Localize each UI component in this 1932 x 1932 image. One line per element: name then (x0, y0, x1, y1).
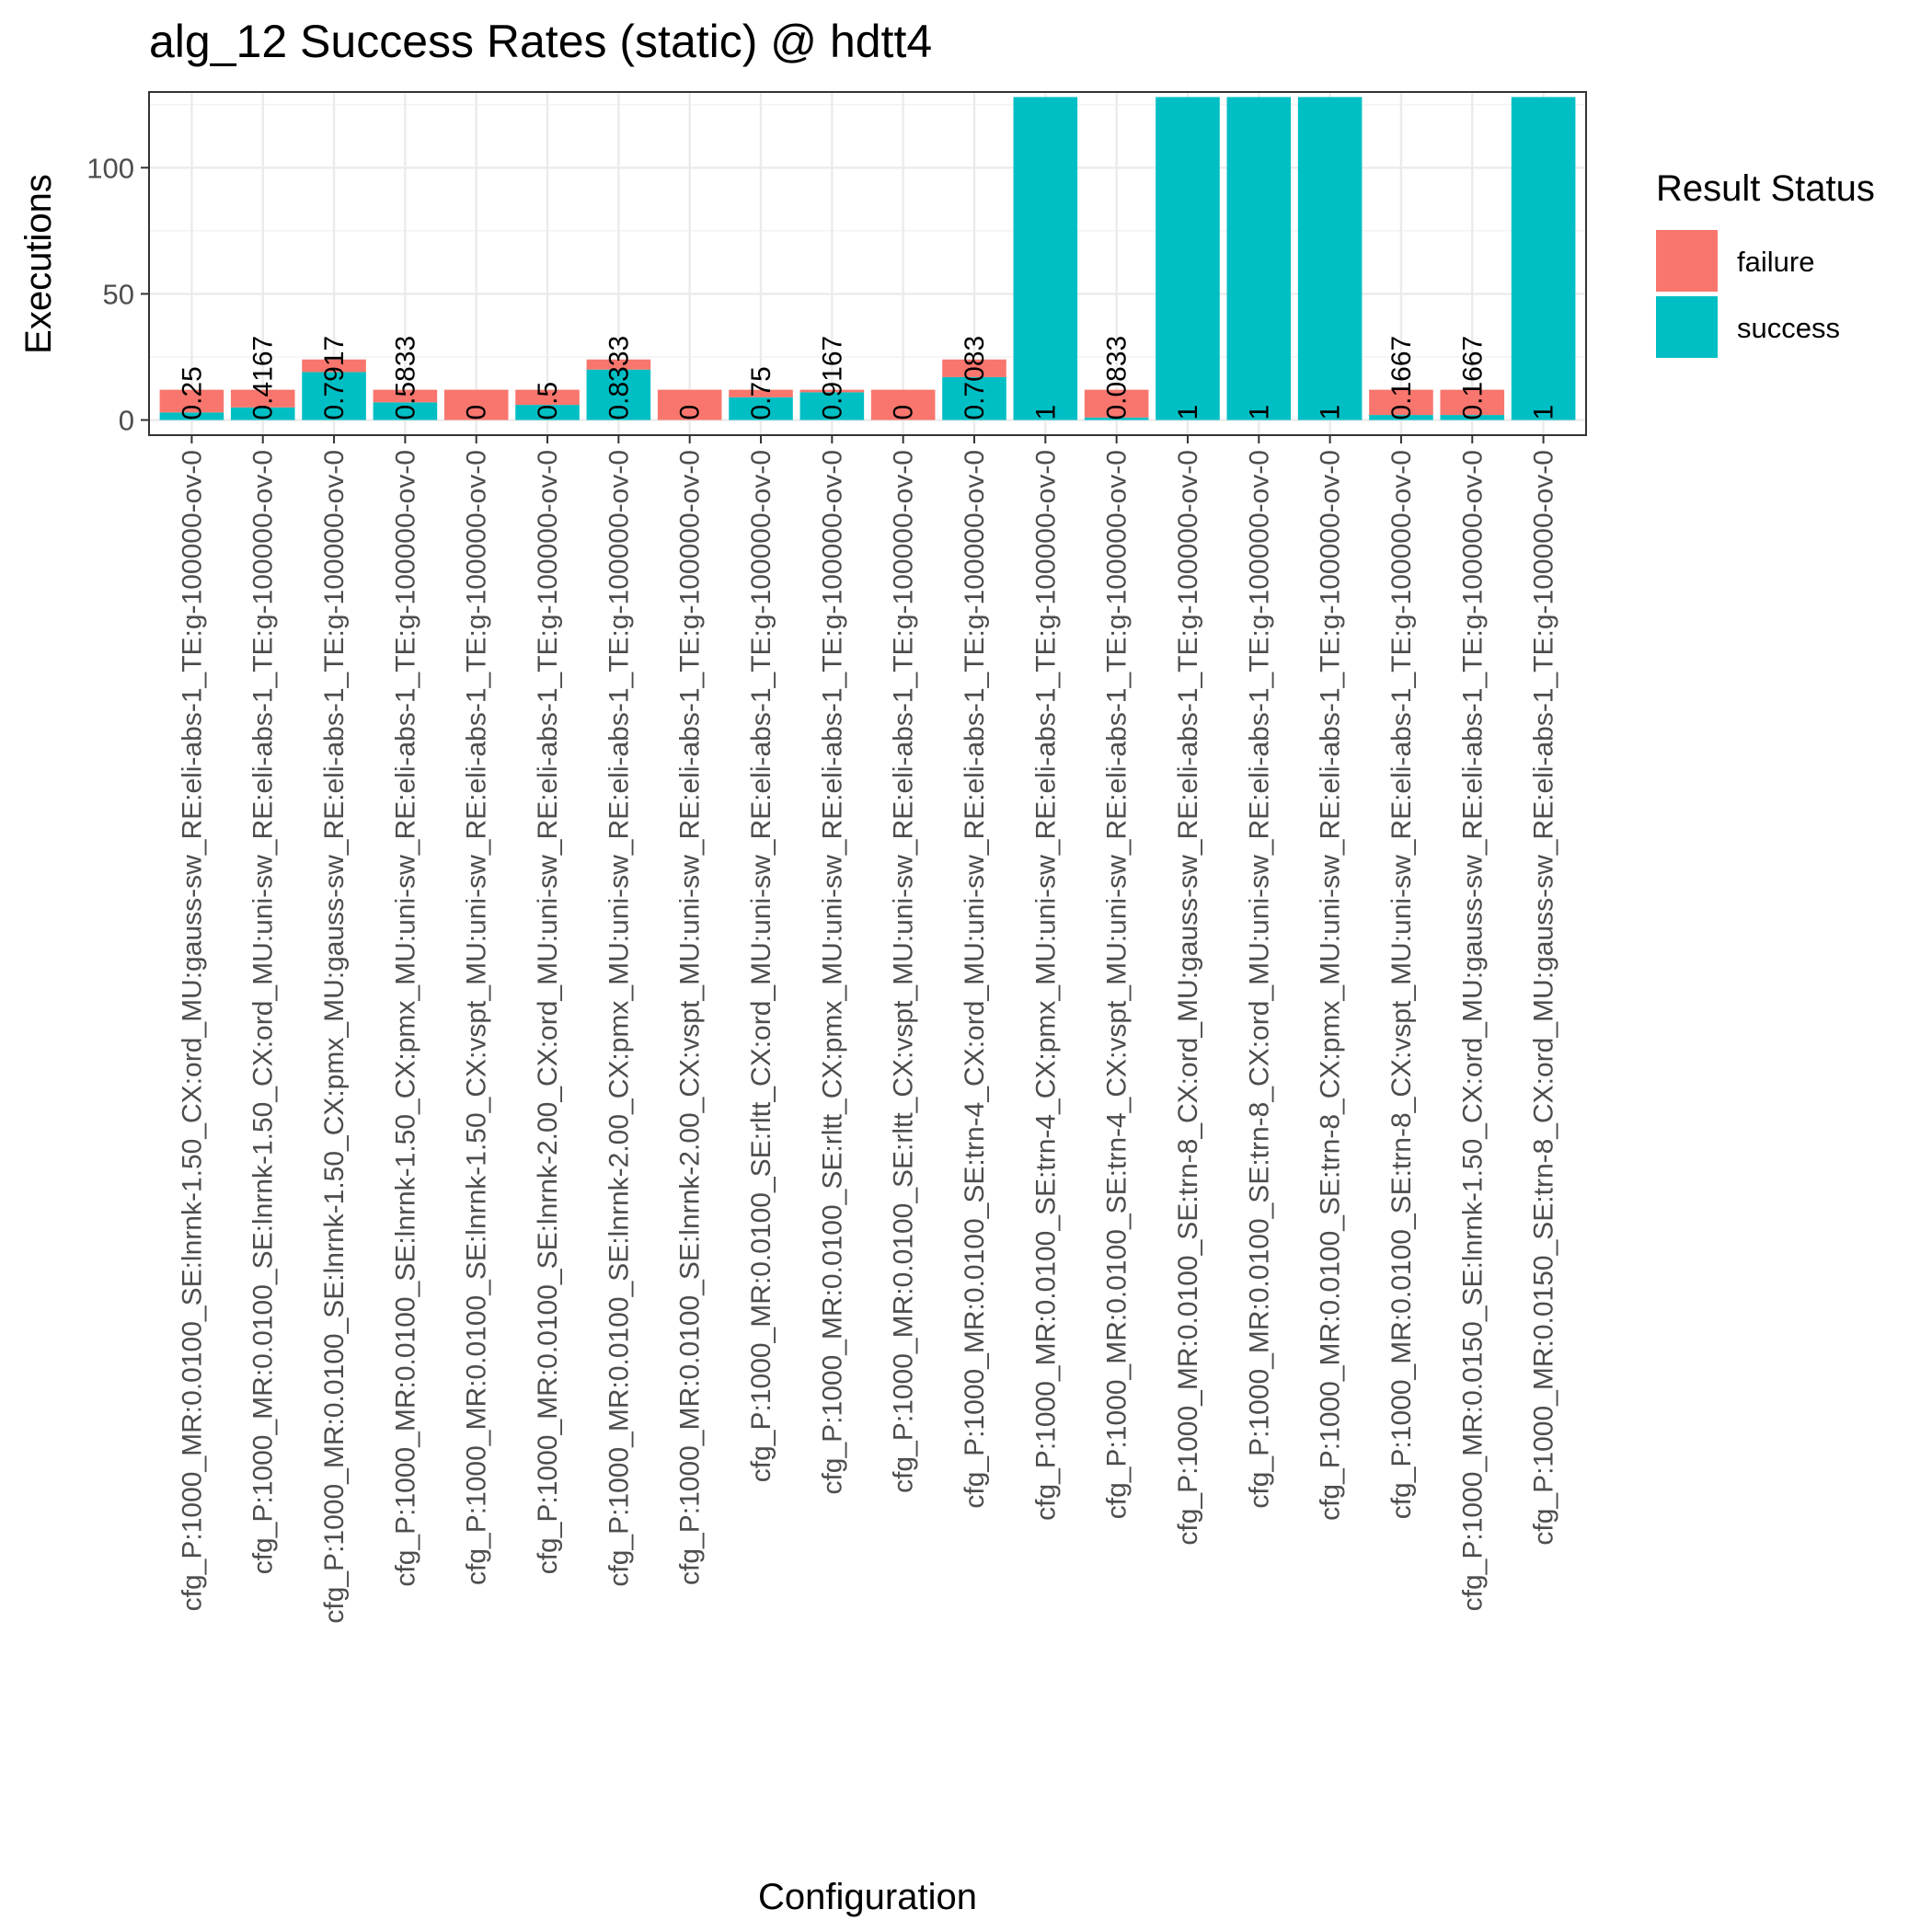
bar-value-label: 0 (675, 405, 706, 420)
x-tick-label: cfg_P:1000_MR:0.0100_SE:rltt_CX:pmx_MU:u… (817, 450, 847, 1495)
x-tick-label: cfg_P:1000_MR:0.0100_SE:trn-8_CX:ord_MU:… (1173, 450, 1203, 1546)
bar-success (159, 412, 224, 420)
bar-failure (373, 389, 438, 403)
bar-failure (942, 359, 1006, 377)
bar-success (1156, 97, 1220, 420)
bar-failure (870, 389, 936, 420)
legend: Result Status failure success (1656, 168, 1875, 358)
bar-value-label: 1 (1244, 405, 1274, 420)
bar-value-label: 0.25 (177, 366, 207, 420)
x-axis-title: Configuration (758, 1877, 977, 1917)
bar-success (1440, 415, 1505, 420)
x-tick-label: cfg_P:1000_MR:0.0100_SE:rltt_CX:ord_MU:u… (746, 450, 776, 1482)
bar-value-label: 1 (1173, 405, 1203, 420)
bar-failure (515, 389, 580, 406)
bar-value-label: 0.7083 (960, 336, 990, 420)
x-tick-label: cfg_P:1000_MR:0.0100_SE:trn-8_CX:ord_MU:… (1244, 450, 1274, 1509)
bar-value-label: 0.1667 (1386, 336, 1417, 420)
y-axis-title: Executions (18, 174, 59, 354)
x-tick-label: cfg_P:1000_MR:0.0100_SE:lnrnk-1.50_CX:pm… (390, 450, 420, 1587)
bar-value-labels: 0.25 0.4167 0.7917 0.5833 0 0.5 0.8333 0 0.75 0.9… (177, 336, 1558, 420)
bar-success (1226, 97, 1292, 420)
bar-success (1084, 417, 1149, 420)
x-axis: cfg_P:1000_MR:0.0100_SE:lnrnk-1.50_CX:or… (177, 435, 1559, 1624)
bar-value-label: 0 (462, 405, 492, 420)
bar-success (586, 369, 651, 420)
x-tick-label: cfg_P:1000_MR:0.0100_SE:trn-4_CX:ord_MU:… (960, 450, 990, 1509)
bar-success (515, 405, 580, 420)
x-tick-label: cfg_P:1000_MR:0.0100_SE:lnrnk-2.00_CX:vs… (675, 450, 706, 1585)
bar-failure (1084, 389, 1149, 418)
bar-failure (159, 389, 224, 413)
plot-panel-border (148, 91, 1587, 436)
bar-value-label: 0.7917 (319, 336, 350, 420)
legend-key-success (1656, 296, 1718, 358)
x-tick-label: cfg_P:1000_MR:0.0150_SE:lnrnk-1.50_CX:or… (1457, 450, 1488, 1611)
bar-failure (230, 389, 295, 408)
chart-title: alg_12 Success Rates (static) @ hdtt4 (149, 16, 932, 67)
legend-title: Result Status (1656, 168, 1875, 209)
bar-value-label: 0.4167 (248, 336, 279, 420)
x-tick-label: cfg_P:1000_MR:0.0100_SE:rltt_CX:vspt_MU:… (889, 450, 919, 1493)
bar-failure (443, 389, 509, 420)
bar-success (1013, 97, 1078, 420)
y-tick-label: 0 (119, 405, 134, 437)
x-tick-label: cfg_P:1000_MR:0.0100_SE:lnrnk-2.00_CX:or… (533, 450, 563, 1574)
bar-value-label: 0.1667 (1457, 336, 1488, 420)
bar-value-label: 0.9167 (817, 336, 847, 420)
bar-success (230, 407, 295, 420)
x-tick-label: cfg_P:1000_MR:0.0100_SE:lnrnk-1.50_CX:or… (177, 450, 207, 1611)
x-tick-label: cfg_P:1000_MR:0.0100_SE:trn-4_CX:vspt_MU… (1102, 450, 1133, 1519)
x-tick-label: cfg_P:1000_MR:0.0100_SE:lnrnk-2.00_CX:pm… (604, 450, 634, 1587)
y-tick-label: 100 (86, 152, 134, 184)
bar-value-label: 1 (1316, 405, 1346, 420)
bar-success (799, 392, 865, 420)
x-tick-label: cfg_P:1000_MR:0.0100_SE:lnrnk-1.50_CX:or… (248, 450, 279, 1574)
bar-failure (729, 389, 793, 397)
y-axis: 0 50 100 (86, 152, 149, 437)
bar-success (1369, 415, 1433, 420)
bar-value-label: 1 (1030, 405, 1061, 420)
bar-failure (302, 359, 366, 373)
bar-failure (657, 389, 722, 420)
bar-value-label: 0 (889, 405, 919, 420)
bar-failure (1440, 389, 1505, 416)
bar-failure (1369, 389, 1433, 416)
bar-success (302, 372, 366, 420)
x-tick-label: cfg_P:1000_MR:0.0100_SE:lnrnk-1.50_CX:pm… (319, 450, 350, 1624)
x-tick-label: cfg_P:1000_MR:0.0100_SE:trn-8_CX:pmx_MU:… (1316, 450, 1346, 1521)
y-tick-label: 50 (103, 278, 134, 310)
bar-value-label: 1 (1529, 405, 1559, 420)
bar-value-label: 0.0833 (1102, 336, 1133, 420)
bar-success (1511, 97, 1576, 420)
x-tick-label: cfg_P:1000_MR:0.0100_SE:trn-4_CX:pmx_MU:… (1030, 450, 1061, 1521)
bar-success (1297, 97, 1363, 420)
legend-label-success: success (1737, 312, 1840, 344)
bar-success (373, 402, 438, 420)
legend-label-failure: failure (1737, 246, 1814, 278)
bar-success (729, 397, 793, 420)
legend-key-failure (1656, 230, 1718, 292)
bar-success (942, 376, 1006, 420)
bar-failure (586, 359, 651, 370)
x-tick-label: cfg_P:1000_MR:0.0100_SE:trn-8_CX:vspt_MU… (1386, 450, 1417, 1519)
x-tick-label: cfg_P:1000_MR:0.0100_SE:lnrnk-1.50_CX:vs… (462, 450, 492, 1585)
bar-value-label: 0.8333 (604, 336, 634, 420)
x-tick-label: cfg_P:1000_MR:0.0150_SE:trn-8_CX:ord_MU:… (1529, 450, 1559, 1546)
bar-value-label: 0.75 (746, 366, 776, 420)
bar-value-label: 0.5 (533, 382, 563, 420)
bars (159, 97, 1576, 420)
bar-failure (799, 389, 865, 393)
bar-value-label: 0.5833 (390, 336, 420, 420)
